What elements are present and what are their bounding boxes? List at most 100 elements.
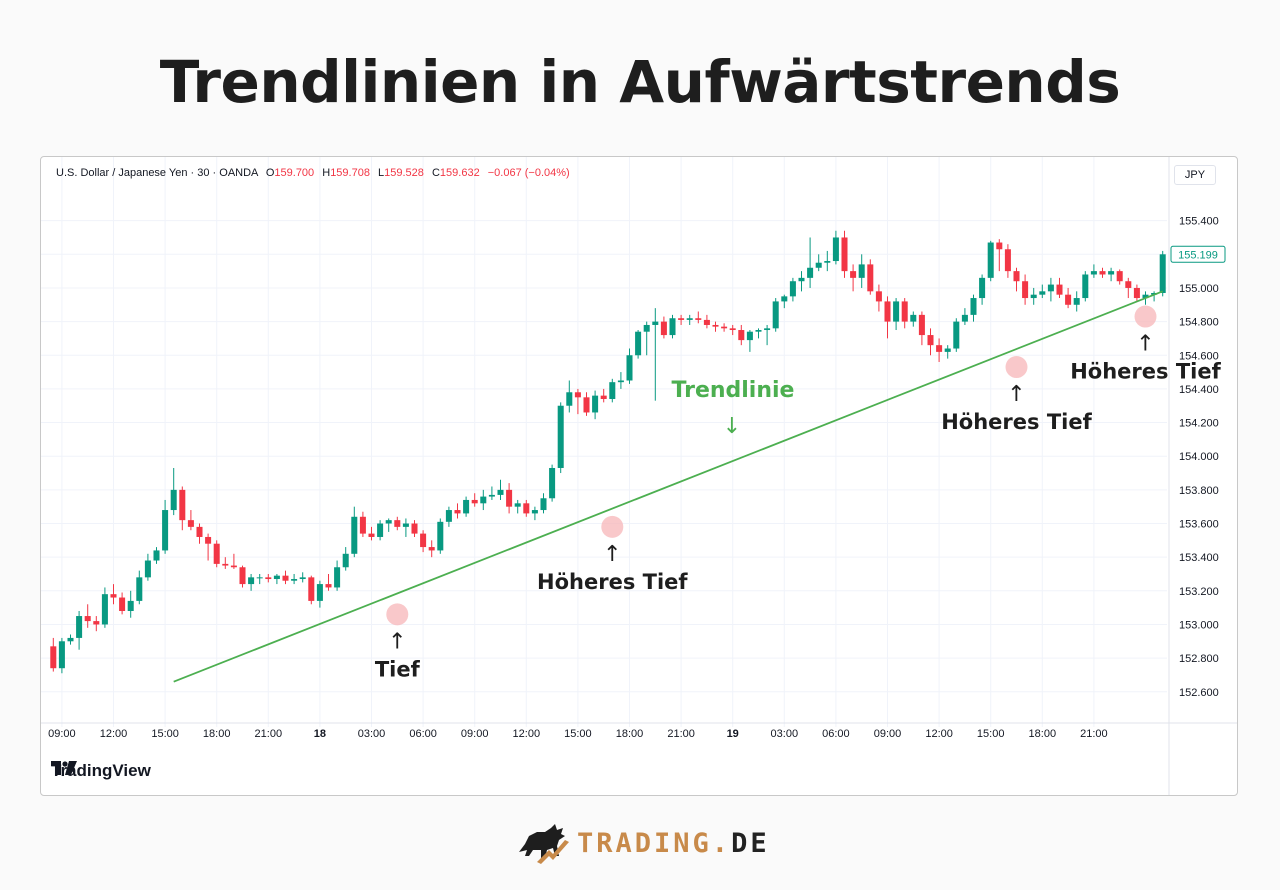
x-tick-label: 09:00 (48, 728, 76, 740)
x-tick-label: 15:00 (977, 728, 1005, 740)
x-tick-label: 12:00 (925, 728, 953, 740)
candle-body (781, 296, 788, 302)
swing-low-label: Tief (375, 657, 421, 681)
candle-body (67, 637, 74, 642)
candle-body (944, 348, 951, 352)
candle-body (893, 301, 900, 322)
high-label: H (322, 167, 331, 179)
candle-body (1056, 284, 1063, 295)
brand-logo: TRADING.DE (515, 822, 770, 864)
candle-body (583, 397, 590, 413)
candle-body (316, 584, 323, 601)
candle-body (600, 395, 607, 399)
candle-body (531, 510, 538, 514)
candle-body (144, 560, 151, 578)
candle-body (256, 577, 263, 579)
y-tick-label: 152.600 (1179, 687, 1219, 699)
candle-body (867, 264, 874, 292)
candle-body (282, 575, 289, 581)
candle-body (1116, 271, 1123, 282)
up-arrow-icon: ↑ (603, 542, 621, 567)
swing-low-label: Höheres Tief (537, 570, 688, 594)
candle-body (1099, 271, 1106, 275)
x-tick-label: 03:00 (771, 728, 799, 740)
candle-body (454, 510, 461, 514)
candle-body (514, 503, 521, 507)
candle-body (884, 301, 891, 322)
candle-body (764, 328, 771, 331)
candle-body (162, 510, 169, 551)
candle-body (299, 577, 306, 580)
candle-body (170, 489, 177, 511)
candle-body (549, 467, 556, 499)
candlestick-chart[interactable]: 152.600 152.800 153.000 153.200 153.400 153.6… (41, 157, 1237, 795)
candle-body (239, 567, 246, 585)
up-arrow-icon: ↑ (1136, 332, 1154, 357)
tradingview-logo[interactable]: TradingView (51, 761, 151, 781)
close-label: C (431, 167, 440, 179)
chart-panel[interactable]: 152.600 152.800 153.000 153.200 153.400 153.6… (40, 156, 1238, 796)
y-tick-label: 153.000 (1179, 619, 1219, 631)
candle-body (961, 314, 968, 322)
x-tick-label: 21:00 (667, 728, 695, 740)
y-tick-label: 155.000 (1179, 283, 1219, 295)
candle-body (729, 328, 736, 331)
candle-body (248, 577, 255, 585)
page-title: Trendlinien in Aufwärtstrends (159, 48, 1121, 116)
candle-body (222, 563, 229, 566)
candle-body (927, 335, 934, 346)
candle-body (901, 301, 908, 322)
candle-body (359, 516, 366, 534)
brand-name: TRADING (577, 827, 712, 859)
candle-body (1047, 284, 1054, 292)
candle-body (213, 543, 220, 564)
y-tick-label: 154.000 (1179, 451, 1219, 463)
low-label: L (378, 167, 385, 179)
candle-body (686, 318, 693, 320)
candle-body (273, 575, 280, 580)
candle-body (643, 324, 650, 332)
candle-body (652, 321, 659, 325)
candle-body (342, 553, 349, 568)
x-tick-label: 18:00 (1029, 728, 1057, 740)
x-tick-label: 18 (314, 728, 326, 740)
candle-body (205, 536, 212, 544)
x-tick-label: 18:00 (616, 728, 644, 740)
currency-button[interactable]: JPY (1174, 165, 1216, 185)
y-tick-label: 154.800 (1179, 317, 1219, 329)
candle-body (798, 277, 805, 282)
symbol-name: U.S. Dollar / Japanese Yen · 30 · OANDA (56, 167, 258, 179)
candle-body (970, 298, 977, 315)
candle-body (1125, 281, 1132, 288)
y-tick-label: 154.600 (1179, 350, 1219, 362)
last-price-tag (1170, 245, 1226, 263)
swing-low-label: Höheres Tief (1070, 360, 1221, 384)
y-tick-label: 153.400 (1179, 552, 1219, 564)
candle-body (308, 577, 315, 601)
candle-body (858, 264, 865, 278)
candle-body (1142, 294, 1149, 299)
trendline-arrow-icon: ↓ (723, 414, 741, 439)
candle-body (755, 330, 762, 332)
candle-body (1004, 249, 1011, 272)
y-tick-label: 153.200 (1179, 586, 1219, 598)
tradingview-logo-icon (51, 761, 77, 775)
candle-body (660, 321, 667, 336)
candle-body (377, 523, 384, 537)
candle-body (93, 621, 100, 625)
candle-body (1013, 271, 1020, 282)
y-tick-label: 153.800 (1179, 485, 1219, 497)
candle-body (1108, 271, 1115, 275)
candle-body (136, 577, 143, 601)
candle-body (574, 392, 581, 398)
x-tick-label: 12:00 (513, 728, 541, 740)
candle-body (385, 520, 392, 524)
candle-body (428, 547, 435, 551)
trendline (173, 290, 1164, 683)
candle-body (463, 499, 470, 514)
candle-body (832, 237, 839, 262)
close-value: 159.632 (439, 167, 480, 179)
candle-body (1090, 271, 1097, 275)
candle-body (402, 523, 409, 527)
candle-body (815, 262, 822, 268)
